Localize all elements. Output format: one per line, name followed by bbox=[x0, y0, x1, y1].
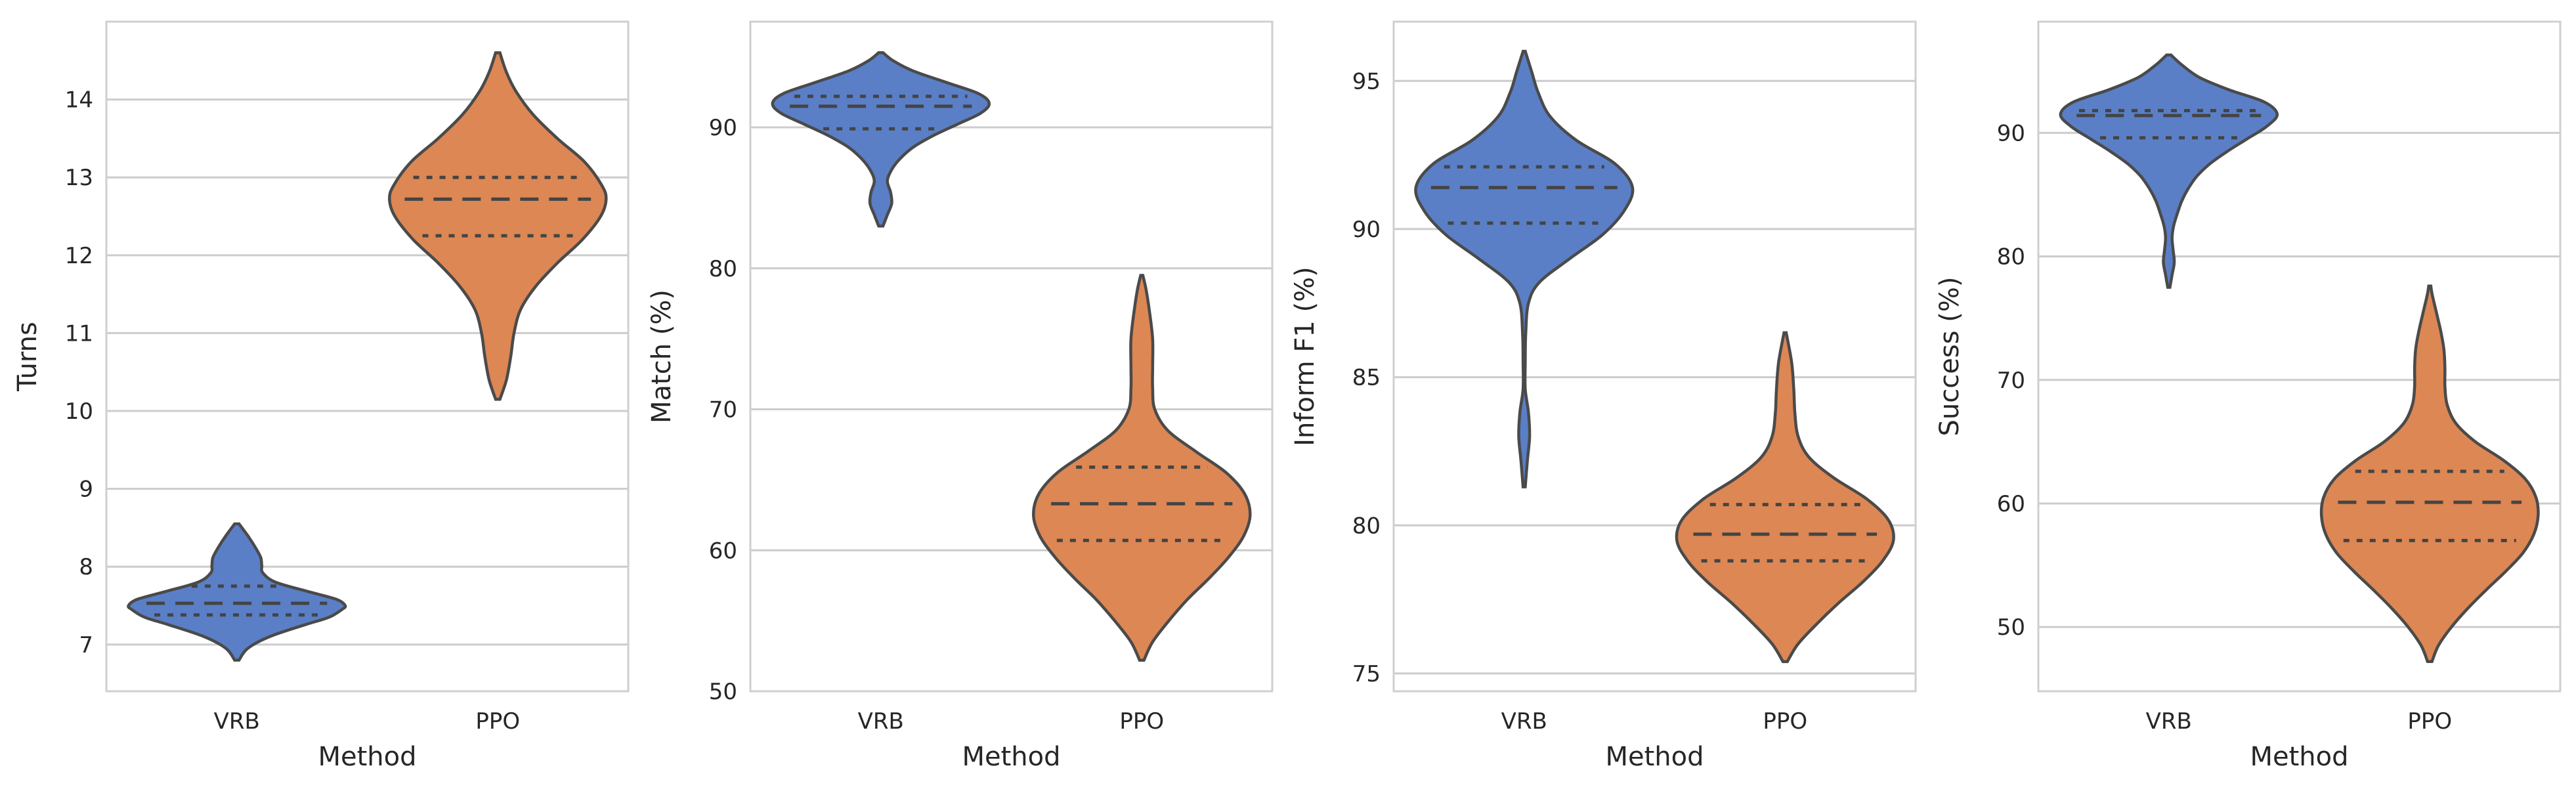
x-axis-label: Method bbox=[1605, 742, 1704, 772]
violin-vrb bbox=[2059, 53, 2279, 289]
y-tick-label: 10 bbox=[65, 398, 93, 425]
y-tick-label: 14 bbox=[65, 87, 93, 114]
violin-body bbox=[127, 522, 347, 662]
x-axis-label: Method bbox=[318, 742, 416, 772]
y-tick-label: 13 bbox=[65, 165, 93, 191]
chart-panel-4: 50 60 70 80 90 VRB PPO Method Success (%) bbox=[1935, 20, 2562, 772]
violin-ppo bbox=[388, 51, 608, 401]
y-tick-label: 7 bbox=[79, 632, 93, 658]
chart-panel-2: 50 60 70 80 90 VRB PPO Method Match (%) bbox=[647, 20, 1274, 772]
violin-ppo bbox=[1032, 274, 1252, 662]
y-tick-label: 9 bbox=[79, 477, 93, 503]
y-tick-label: 80 bbox=[709, 256, 737, 282]
axes-frame bbox=[1392, 20, 1917, 693]
x-tick-label: VRB bbox=[2146, 708, 2192, 735]
chart-panel-1: 7 8 9 10 11 12 13 14 VRB PPO Method Turns bbox=[12, 20, 630, 772]
violin-ppo bbox=[1675, 331, 1895, 664]
axes-frame bbox=[2037, 20, 2562, 693]
x-tick-label: PPO bbox=[475, 708, 520, 735]
y-axis-label: Turns bbox=[12, 322, 43, 392]
violin-body bbox=[2319, 284, 2540, 664]
violin-ppo bbox=[2319, 284, 2540, 664]
y-tick-label: 12 bbox=[65, 243, 93, 269]
axes-frame bbox=[749, 20, 1274, 693]
x-tick-label: VRB bbox=[214, 708, 260, 735]
y-tick-label: 80 bbox=[1997, 244, 2025, 270]
y-tick-label: 90 bbox=[1997, 120, 2025, 146]
x-tick-label: VRB bbox=[1501, 708, 1547, 735]
y-axis-label: Inform F1 (%) bbox=[1290, 267, 1320, 446]
y-tick-label: 50 bbox=[1997, 614, 2025, 641]
violin-vrb bbox=[771, 51, 991, 228]
violin-body bbox=[1414, 49, 1635, 488]
violin-vrb bbox=[127, 522, 347, 662]
violin-body bbox=[388, 51, 608, 401]
violin-body bbox=[771, 51, 991, 228]
y-axis-label: Match (%) bbox=[647, 289, 677, 423]
x-axis-label: Method bbox=[962, 742, 1060, 772]
y-tick-label: 11 bbox=[65, 320, 93, 347]
y-tick-label: 90 bbox=[709, 115, 737, 141]
chart-panel-3: 75 80 85 90 95 VRB PPO Method Inform F1 (%) bbox=[1290, 20, 1917, 772]
y-tick-label: 75 bbox=[1352, 661, 1381, 687]
y-tick-label: 8 bbox=[79, 554, 93, 580]
x-tick-label: PPO bbox=[2407, 708, 2452, 735]
x-axis-label: Method bbox=[2250, 742, 2348, 772]
violin-body bbox=[1675, 331, 1895, 664]
y-tick-label: 50 bbox=[709, 679, 737, 705]
y-tick-label: 70 bbox=[1997, 368, 2025, 394]
y-axis-label: Success (%) bbox=[1935, 277, 1965, 437]
x-tick-label: VRB bbox=[858, 708, 904, 735]
y-tick-label: 85 bbox=[1352, 365, 1381, 391]
x-tick-label: PPO bbox=[1119, 708, 1164, 735]
violin-vrb bbox=[1414, 49, 1635, 488]
violin-body bbox=[2059, 53, 2279, 289]
y-tick-label: 80 bbox=[1352, 513, 1381, 539]
x-tick-label: PPO bbox=[1763, 708, 1807, 735]
y-tick-label: 70 bbox=[709, 397, 737, 423]
axes-frame bbox=[105, 20, 630, 693]
y-tick-label: 95 bbox=[1352, 68, 1381, 95]
y-tick-label: 60 bbox=[1997, 491, 2025, 517]
y-tick-label: 90 bbox=[1352, 217, 1381, 243]
y-tick-label: 60 bbox=[709, 538, 737, 564]
